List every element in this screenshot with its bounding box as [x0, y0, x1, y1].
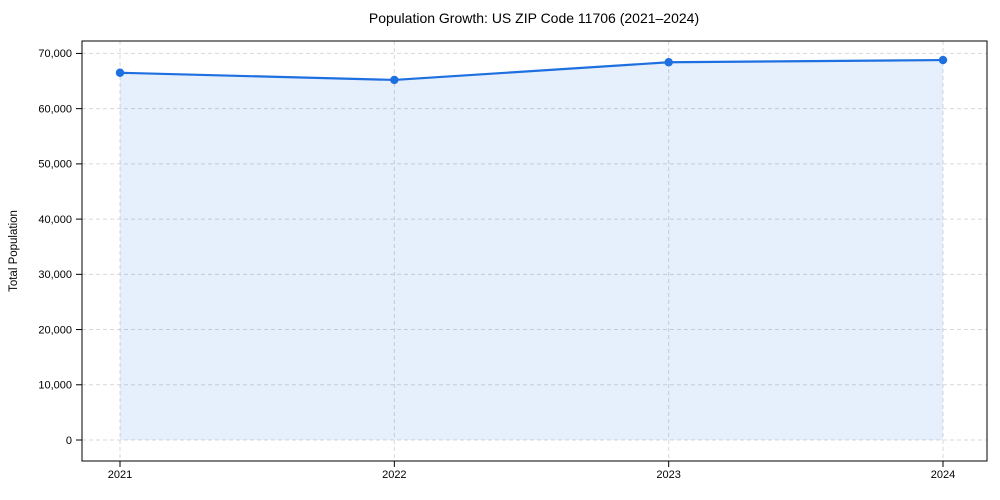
chart-title: Population Growth: US ZIP Code 11706 (20… [369, 10, 699, 26]
series-line [118, 58, 945, 82]
data-point-2021 [115, 68, 125, 77]
y-tick-label: 30,000 [38, 269, 72, 281]
data-point-2023 [664, 58, 673, 67]
plot-frame [81, 40, 988, 462]
y-tick-label: 40,000 [38, 214, 72, 226]
x-tick-label: 2021 [108, 469, 132, 481]
y-tick-label: 70,000 [38, 48, 72, 60]
gridlines [82, 41, 987, 461]
y-tick-label: 10,000 [38, 380, 72, 392]
x-tick-label: 2023 [656, 469, 680, 481]
y-tick-label: 0 [66, 435, 72, 447]
y-tick-label: 60,000 [38, 103, 72, 115]
axes: 0 10,000 20,000 30,000 40,000 50,000 60,000 70,… [38, 40, 988, 481]
area-fill [120, 60, 943, 441]
data-point-2024 [938, 55, 948, 65]
x-tick-label: 2022 [382, 469, 406, 481]
data-series [115, 55, 948, 441]
x-tick-label: 2024 [931, 469, 955, 481]
y-tick-label: 20,000 [38, 324, 72, 336]
y-axis-label: Total Population [8, 210, 20, 292]
y-tick-label: 50,000 [38, 159, 72, 171]
data-point-2022 [390, 75, 399, 85]
